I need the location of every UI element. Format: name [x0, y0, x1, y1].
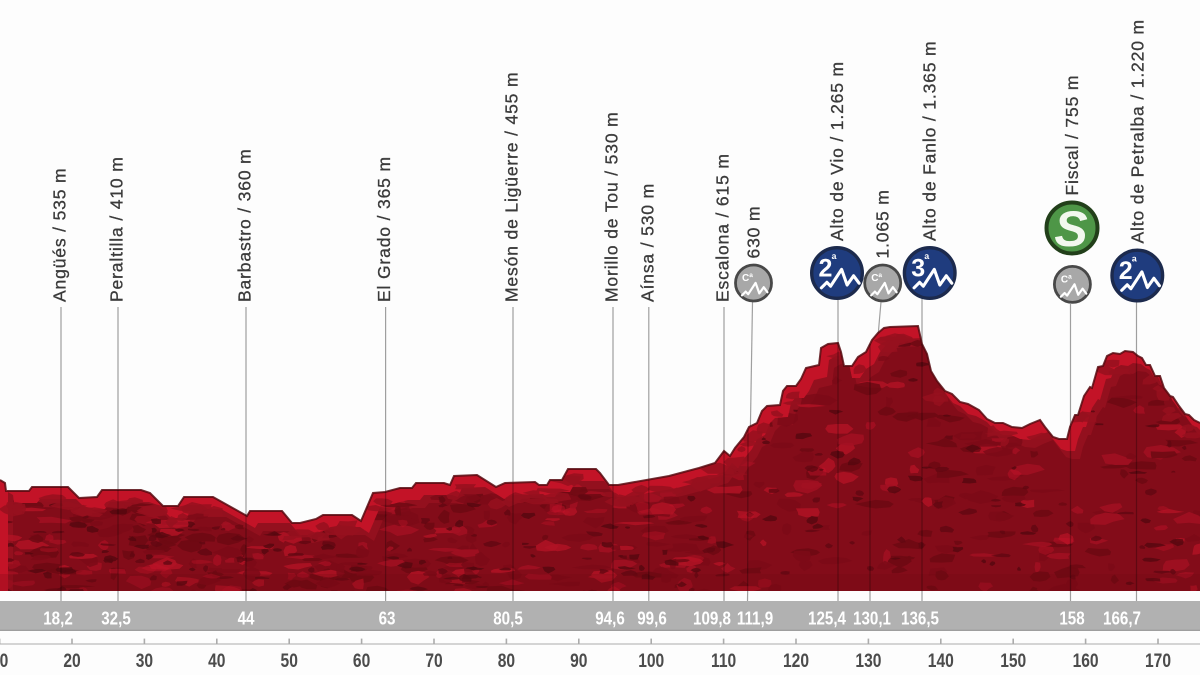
svg-text:130: 130: [855, 649, 881, 671]
svg-text:El Grado / 365 m: El Grado / 365 m: [374, 156, 394, 302]
svg-text:ª: ª: [1132, 255, 1137, 270]
svg-text:158: 158: [1059, 608, 1084, 629]
svg-text:80,5: 80,5: [493, 608, 523, 629]
svg-text:30: 30: [136, 649, 154, 671]
svg-text:Peraltilla / 410 m: Peraltilla / 410 m: [107, 156, 127, 302]
svg-text:Angüés / 535 m: Angüés / 535 m: [50, 168, 70, 302]
svg-text:136,5: 136,5: [901, 608, 939, 629]
svg-text:3: 3: [911, 255, 925, 283]
svg-text:60: 60: [353, 649, 371, 671]
svg-text:10: 10: [0, 649, 8, 671]
svg-text:63: 63: [379, 608, 396, 629]
svg-text:99,6: 99,6: [637, 608, 667, 629]
svg-text:Fiscal / 755 m: Fiscal / 755 m: [1062, 75, 1082, 196]
svg-text:70: 70: [425, 649, 443, 671]
svg-text:Barbastro / 360 m: Barbastro / 360 m: [235, 148, 255, 302]
svg-text:Morillo de Tou / 530 m: Morillo de Tou / 530 m: [602, 111, 622, 302]
svg-text:100: 100: [638, 649, 664, 671]
svg-text:Aínsa / 530 m: Aínsa / 530 m: [637, 183, 657, 302]
svg-text:ª: ª: [924, 252, 929, 267]
svg-text:90: 90: [570, 649, 588, 671]
svg-text:S: S: [1054, 201, 1087, 257]
svg-text:111,9: 111,9: [737, 608, 773, 629]
svg-text:Cª: Cª: [871, 273, 882, 284]
svg-text:Alto de Fanlo / 1.365 m: Alto de Fanlo / 1.365 m: [920, 41, 940, 242]
svg-text:130,1: 130,1: [853, 608, 891, 629]
svg-text:125,4: 125,4: [808, 608, 846, 629]
svg-text:18,2: 18,2: [43, 608, 73, 629]
svg-text:160: 160: [1073, 649, 1099, 671]
svg-text:110: 110: [711, 649, 736, 671]
svg-text:Alto de Vio / 1.265 m: Alto de Vio / 1.265 m: [827, 61, 847, 241]
svg-text:Cª: Cª: [1061, 274, 1072, 285]
svg-text:80: 80: [498, 649, 516, 671]
svg-text:170: 170: [1145, 649, 1171, 671]
svg-text:630 m: 630 m: [744, 206, 764, 259]
svg-text:Alto de Petralba / 1.220 m: Alto de Petralba / 1.220 m: [1127, 19, 1147, 243]
svg-text:120: 120: [783, 649, 809, 671]
svg-text:Escalona / 615 m: Escalona / 615 m: [713, 153, 733, 302]
svg-text:94,6: 94,6: [595, 608, 625, 629]
svg-text:40: 40: [208, 649, 226, 671]
svg-text:50: 50: [281, 649, 299, 671]
svg-text:ª: ª: [832, 252, 837, 267]
svg-text:150: 150: [1000, 649, 1026, 671]
svg-text:20: 20: [63, 649, 81, 671]
svg-text:166,7: 166,7: [1103, 608, 1141, 629]
svg-text:1.065 m: 1.065 m: [873, 189, 893, 258]
svg-text:2: 2: [1119, 257, 1133, 285]
svg-text:109,8: 109,8: [693, 608, 731, 629]
svg-text:44: 44: [238, 608, 255, 629]
svg-text:2: 2: [819, 255, 833, 283]
svg-text:32,5: 32,5: [101, 608, 131, 629]
svg-text:Mesón de Ligüerre / 455 m: Mesón de Ligüerre / 455 m: [502, 72, 522, 302]
svg-text:Cª: Cª: [742, 273, 753, 284]
svg-text:140: 140: [928, 649, 954, 671]
